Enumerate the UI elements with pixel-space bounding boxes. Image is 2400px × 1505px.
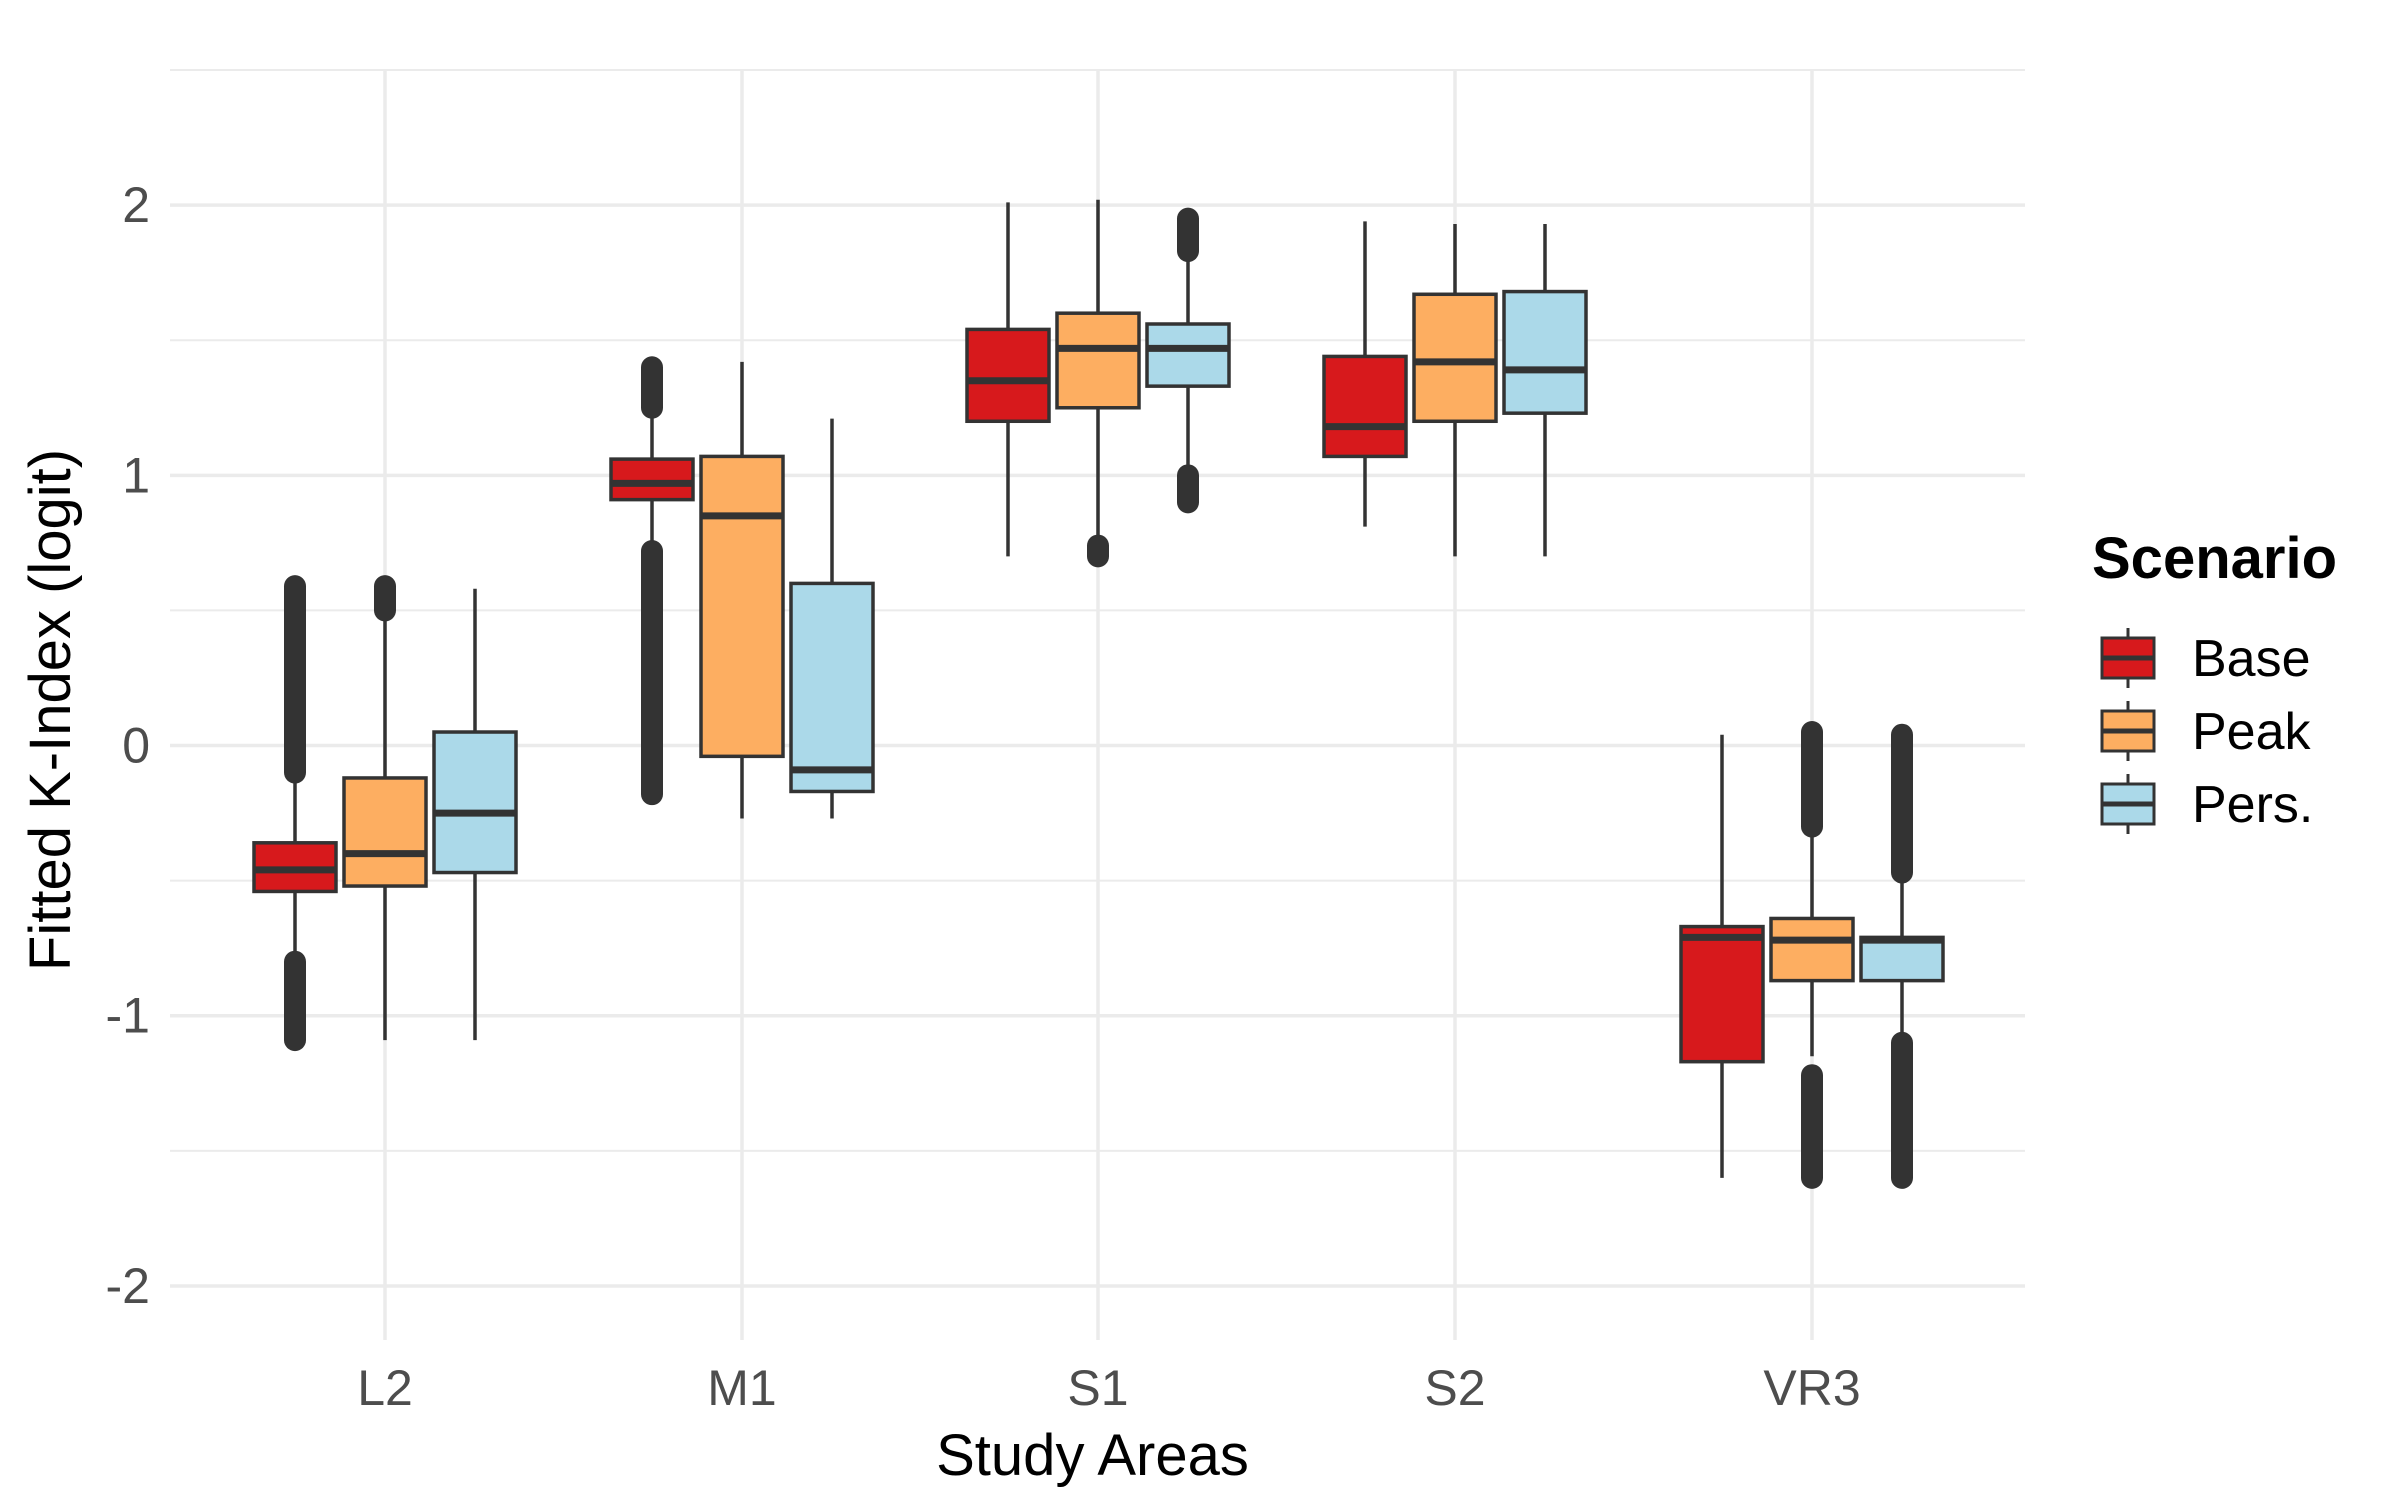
y-tick-label: 2 [122,177,150,233]
box-S2-Peak [1412,224,1498,557]
iqr-box [432,730,518,875]
iqr-box [1502,289,1588,415]
iqr-box [1679,924,1765,1064]
grid-lines [170,69,2025,1340]
iqr-box [609,457,695,502]
iqr-box [1055,311,1141,410]
box-S1-Base [965,202,1051,557]
iqr-box [1412,292,1498,424]
box-S1-Pers. [1145,207,1231,514]
iqr-box [965,327,1051,424]
x-tick-label: S1 [1067,1360,1128,1416]
y-tick-label: 1 [122,447,150,503]
legend-item: Pers. [2100,774,2313,834]
x-tick-label: VR3 [1763,1360,1860,1416]
y-tick-label: 0 [122,718,150,774]
iqr-box [1859,935,1945,983]
legend: Scenario Base Peak Pers. [2092,526,2337,834]
x-tick-label: S2 [1424,1360,1485,1416]
legend-title: Scenario [2092,526,2337,591]
legend-item: Base [2100,628,2311,688]
box-S1-Peak [1055,199,1141,568]
iqr-box [1769,916,1855,983]
iqr-box [789,581,875,794]
axis-layer: -2 -1 0 1 2 L2 M1 S1 S2 VR3 [106,177,1861,1416]
box-M1-Base [609,356,695,806]
y-tick-label: -1 [106,988,150,1044]
box-S2-Base [1322,221,1408,527]
box-S2-Pers. [1502,224,1588,557]
box-M1-Pers. [789,418,875,819]
box-VR3-Pers. [1859,723,1945,1189]
legend-label: Pers. [2192,776,2313,834]
legend-label: Base [2192,630,2311,688]
box-L2-Base [252,575,338,1052]
y-axis-title: Fitted K-Index (logit) [18,449,83,971]
iqr-box [1145,322,1231,388]
iqr-box [342,776,428,888]
box-VR3-Peak [1769,721,1855,1189]
x-tick-label: L2 [357,1360,413,1416]
legend-label: Peak [2192,703,2312,761]
y-tick-label: -2 [106,1258,150,1314]
box-VR3-Base [1679,734,1765,1178]
x-tick-label: M1 [707,1360,776,1416]
box-M1-Peak [699,361,785,819]
box-layer [252,199,1945,1189]
iqr-box [699,454,785,759]
iqr-box [1322,354,1408,459]
box-L2-Pers. [432,588,518,1041]
box-L2-Peak [342,575,428,1041]
x-axis-title: Study Areas [936,1423,1249,1488]
legend-item: Peak [2100,701,2312,761]
